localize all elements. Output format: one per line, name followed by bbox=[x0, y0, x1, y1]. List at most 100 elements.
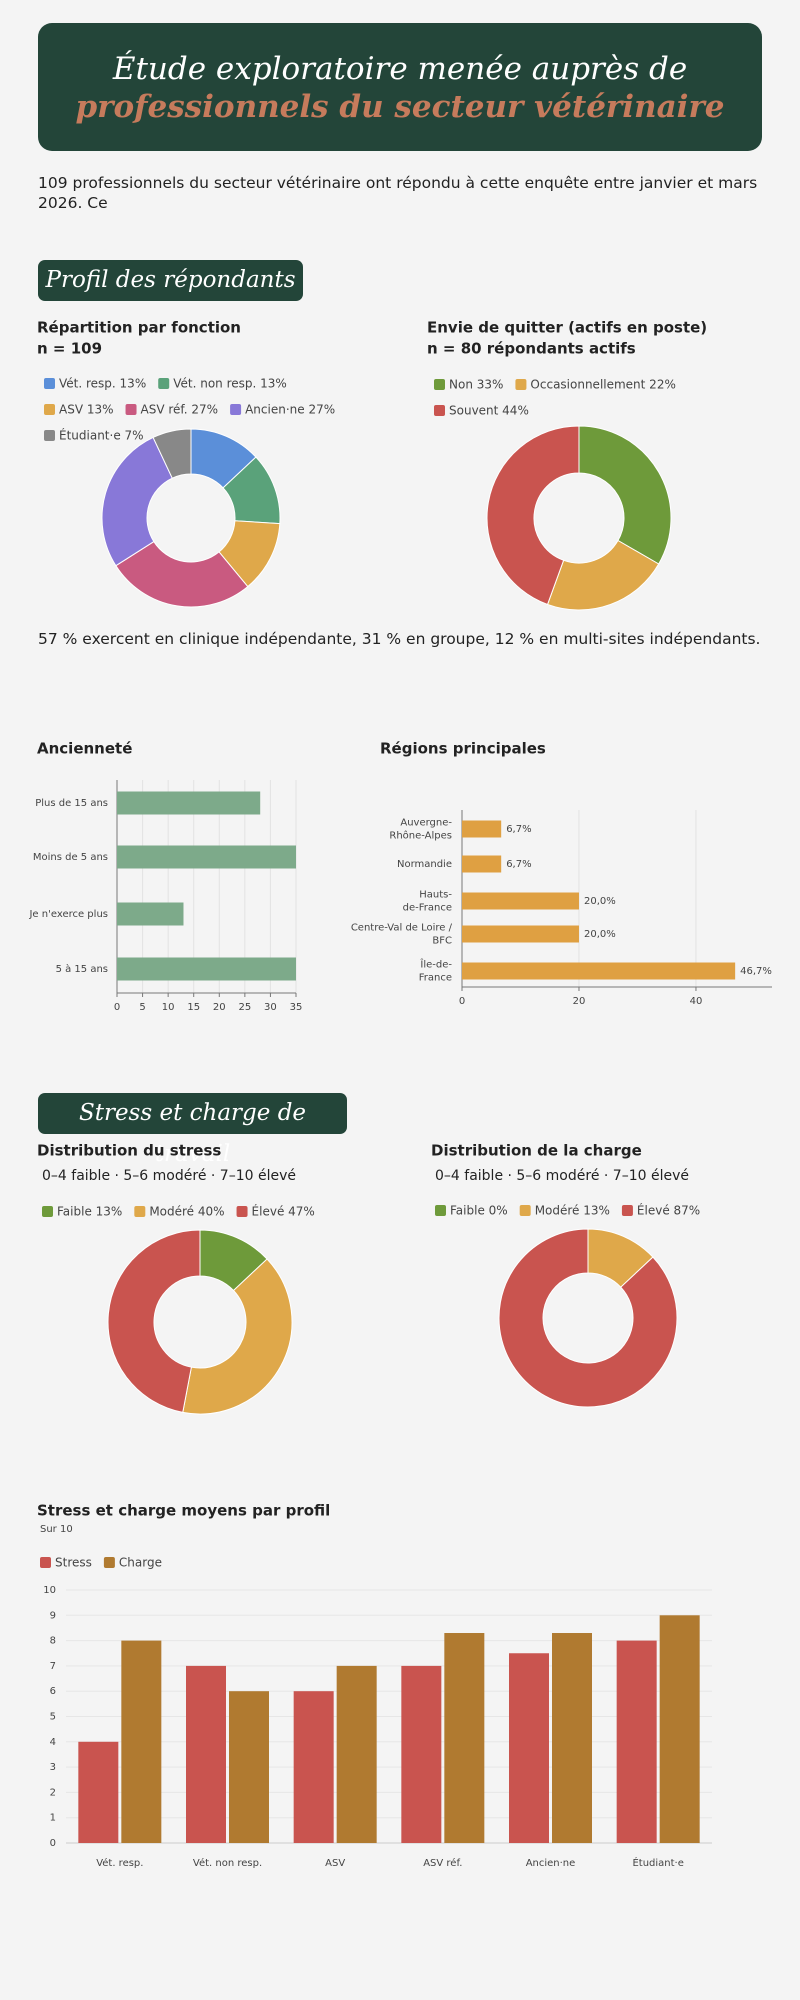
x-tick-label: Étudiant·e bbox=[632, 1856, 683, 1869]
legend-swatch bbox=[230, 404, 242, 415]
bar bbox=[117, 957, 296, 981]
y-tick-label: Je n'exerce plus bbox=[28, 909, 108, 920]
chart-title: Envie de quitter (actifs en poste) bbox=[427, 319, 707, 337]
x-tick-label: Ancien·ne bbox=[526, 1858, 576, 1869]
header: Étude exploratoire menée auprès de profe… bbox=[38, 23, 762, 151]
bar bbox=[117, 845, 296, 869]
section-title: Profil des répondants bbox=[38, 260, 303, 301]
legend-label: Étudiant·e 7% bbox=[59, 428, 144, 443]
y-tick-label: 7 bbox=[50, 1661, 56, 1672]
legend-swatch bbox=[44, 430, 55, 441]
bar bbox=[552, 1633, 592, 1843]
y-tick-label: 2 bbox=[50, 1787, 56, 1798]
legend-swatch bbox=[158, 378, 170, 389]
chart-subtitle: 0–4 faible · 5–6 modéré · 7–10 élevé bbox=[42, 1168, 296, 1184]
legend-swatch bbox=[435, 1205, 446, 1216]
legend-label: Ancien·ne 27% bbox=[245, 403, 335, 417]
y-tick-label: 0 bbox=[50, 1838, 56, 1849]
y-tick-label: Plus de 15 ans bbox=[35, 798, 108, 809]
legend-label: Faible 0% bbox=[450, 1204, 508, 1218]
slice bbox=[115, 540, 249, 608]
bar bbox=[462, 855, 502, 873]
bar bbox=[229, 1691, 269, 1843]
y-tick-label: Moins de 5 ans bbox=[33, 852, 108, 863]
chart-title: Répartition par fonction bbox=[37, 319, 241, 337]
legend-label: Occasionnellement 22% bbox=[530, 378, 675, 392]
legend-label: Modéré 13% bbox=[535, 1204, 610, 1218]
legend-label: Charge bbox=[119, 1556, 162, 1570]
x-tick-label: 15 bbox=[187, 1002, 200, 1013]
chart-title: Distribution du stress bbox=[37, 1142, 221, 1160]
legend-label: Élevé 87% bbox=[637, 1203, 700, 1218]
legend-label: Vét. non resp. 13% bbox=[173, 377, 287, 391]
legend-swatch bbox=[125, 404, 137, 415]
x-tick-label: ASV réf. bbox=[423, 1857, 462, 1869]
y-tick-label: 5 bbox=[50, 1712, 56, 1723]
legend-swatch bbox=[434, 405, 445, 416]
bar bbox=[121, 1640, 162, 1843]
legend-label: Non 33% bbox=[449, 378, 503, 392]
x-tick-label: 40 bbox=[690, 996, 703, 1007]
note: 57 % exercent en clinique indépendante, … bbox=[38, 630, 761, 648]
legend-swatch bbox=[40, 1557, 51, 1568]
legend-swatch bbox=[44, 404, 55, 415]
legend-swatch bbox=[236, 1206, 248, 1217]
slice bbox=[486, 425, 580, 606]
legend-label: Souvent 44% bbox=[449, 404, 529, 418]
legend-label: Modéré 40% bbox=[149, 1205, 224, 1219]
x-tick-label: Vét. resp. bbox=[96, 1857, 143, 1869]
bar bbox=[462, 962, 736, 980]
title-line: Étude exploratoire menée auprès de bbox=[112, 51, 688, 87]
y-tick-label: 1 bbox=[50, 1813, 56, 1824]
slice bbox=[152, 428, 192, 479]
legend-swatch bbox=[515, 379, 527, 390]
value-label: 46,7% bbox=[740, 966, 772, 977]
slice bbox=[578, 425, 672, 565]
y-tick-label: 6 bbox=[50, 1686, 56, 1697]
legend-label: ASV 13% bbox=[59, 403, 114, 417]
chart-subtitle: Sur 10 bbox=[40, 1524, 73, 1535]
chart-title: Distribution de la charge bbox=[431, 1142, 642, 1160]
x-tick-label: 0 bbox=[114, 1002, 120, 1013]
legend-swatch bbox=[42, 1206, 53, 1217]
x-tick-label: 20 bbox=[573, 996, 586, 1007]
chart-subtitle: 0–4 faible · 5–6 modéré · 7–10 élevé bbox=[435, 1168, 689, 1184]
y-tick-label: Rhône-Alpes bbox=[389, 830, 452, 842]
x-tick-label: 10 bbox=[162, 1002, 175, 1013]
legend-label: Élevé 47% bbox=[252, 1204, 315, 1219]
chart-title: Stress et charge moyens par profil bbox=[37, 1502, 330, 1520]
x-tick-label: 35 bbox=[290, 1002, 303, 1013]
legend-label: Vét. resp. 13% bbox=[59, 377, 146, 391]
legend-label: Faible 13% bbox=[57, 1205, 122, 1219]
legend-label: Stress bbox=[55, 1556, 92, 1570]
bar bbox=[336, 1665, 377, 1843]
x-tick-label: 0 bbox=[459, 996, 465, 1007]
y-tick-label: Normandie bbox=[397, 859, 452, 870]
y-tick-label: 4 bbox=[50, 1737, 56, 1748]
bar bbox=[616, 1640, 657, 1843]
section-title: Stress et charge de travail bbox=[38, 1093, 347, 1167]
chart-subtitle: n = 80 répondants actifs bbox=[427, 340, 636, 358]
slice bbox=[107, 1229, 201, 1413]
title-line: professionnels du secteur vétérinaire bbox=[75, 89, 725, 125]
y-tick-label: 9 bbox=[50, 1610, 56, 1621]
y-tick-label: 10 bbox=[43, 1585, 56, 1596]
slice bbox=[101, 436, 173, 567]
bar bbox=[293, 1691, 334, 1843]
chart-title: Régions principales bbox=[380, 740, 546, 758]
slice bbox=[498, 1228, 678, 1408]
y-tick-label: France bbox=[419, 973, 452, 984]
value-label: 20,0% bbox=[584, 929, 616, 940]
legend-swatch bbox=[134, 1206, 146, 1217]
intro: 109 professionnels du secteur vétérinair… bbox=[38, 174, 758, 212]
legend-label: ASV réf. 27% bbox=[141, 403, 219, 417]
bar bbox=[444, 1633, 485, 1843]
y-tick-label: 8 bbox=[50, 1636, 56, 1647]
bar bbox=[462, 925, 579, 943]
x-tick-label: Vét. non resp. bbox=[193, 1857, 262, 1869]
legend-swatch bbox=[434, 379, 445, 390]
legend-swatch bbox=[621, 1205, 633, 1216]
y-tick-label: Hauts- bbox=[419, 890, 452, 901]
